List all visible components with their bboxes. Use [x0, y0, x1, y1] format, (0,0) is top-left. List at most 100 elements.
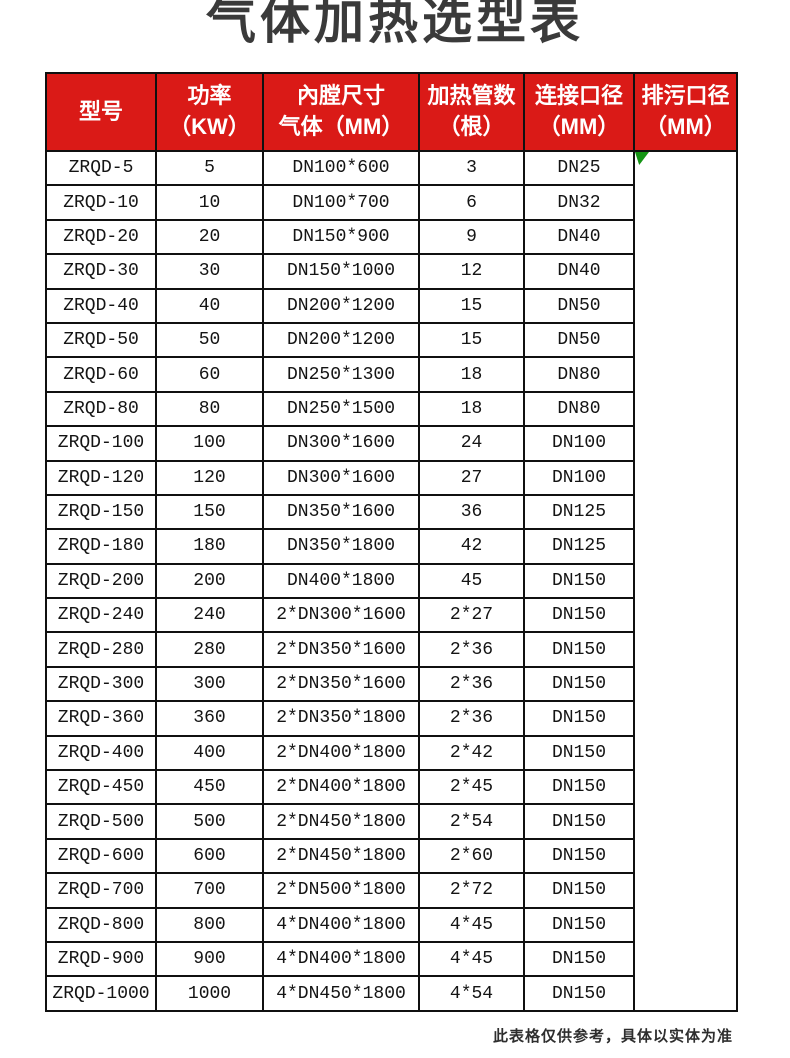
- header-row: 型号 功率 （KW） 內膛尺寸 气体（MM） 加热管数 （根） 连接口径 （MM） 排污口径 （MM…: [45, 72, 738, 152]
- power-cell: 80: [155, 390, 264, 428]
- chamber-cell: DN150*1000: [262, 253, 420, 290]
- header-label-line: （MM）: [538, 114, 620, 139]
- chamber-cell: 2*DN350*1800: [262, 700, 420, 737]
- connection-cell: DN150: [523, 665, 635, 703]
- header-cell-drain: 排污口径 （MM）: [633, 72, 738, 152]
- model-cell: ZRQD-50: [45, 321, 157, 359]
- table-row: ZRQD-700 700 2*DN500*1800 2*72 DN150: [45, 872, 737, 909]
- model-cell: ZRQD-150: [45, 493, 157, 531]
- connection-cell: DN150: [523, 597, 635, 634]
- tubes-cell: 2*60: [418, 837, 525, 875]
- model-cell: ZRQD-1000: [45, 975, 157, 1012]
- connection-cell: DN80: [523, 356, 635, 393]
- power-cell: 450: [155, 769, 264, 806]
- power-cell: 700: [155, 872, 264, 909]
- table-row: ZRQD-300 300 2*DN350*1600 2*36 DN150: [45, 665, 737, 703]
- tubes-cell: 2*42: [418, 734, 525, 772]
- connection-cell: DN150: [523, 872, 635, 909]
- power-cell: 500: [155, 803, 264, 840]
- header-label-line: （MM）: [645, 114, 726, 139]
- connection-cell: DN40: [523, 253, 635, 290]
- model-cell: ZRQD-60: [45, 356, 157, 393]
- model-cell: ZRQD-240: [45, 597, 157, 634]
- connection-cell: DN150: [523, 837, 635, 875]
- model-cell: ZRQD-600: [45, 837, 157, 875]
- connection-cell: DN25: [523, 149, 635, 187]
- table-row: ZRQD-600 600 2*DN450*1800 2*60 DN150: [45, 837, 737, 875]
- table-row: ZRQD-150 150 DN350*1600 36 DN125: [45, 493, 737, 531]
- green-corner-triangle-icon: [636, 152, 649, 165]
- chamber-cell: 2*DN500*1800: [262, 872, 420, 909]
- chamber-cell: 2*DN350*1600: [262, 665, 420, 703]
- model-cell: ZRQD-500: [45, 803, 157, 840]
- tubes-cell: 2*27: [418, 597, 525, 634]
- header-label-line: 功率: [187, 83, 232, 109]
- chamber-cell: 2*DN400*1800: [262, 734, 420, 772]
- tubes-cell: 36: [418, 493, 525, 531]
- tubes-cell: 9: [418, 218, 525, 256]
- tubes-cell: 3: [418, 149, 525, 187]
- chamber-cell: DN400*1800: [262, 562, 420, 600]
- connection-cell: DN150: [523, 975, 635, 1012]
- power-cell: 180: [155, 528, 264, 565]
- connection-cell: DN125: [523, 528, 635, 565]
- tubes-cell: 2*36: [418, 700, 525, 737]
- chamber-cell: 2*DN400*1800: [262, 769, 420, 806]
- power-cell: 300: [155, 665, 264, 703]
- tubes-cell: 2*36: [418, 665, 525, 703]
- connection-cell: DN32: [523, 184, 635, 221]
- connection-cell: DN150: [523, 562, 635, 600]
- power-cell: 60: [155, 356, 264, 393]
- tubes-cell: 2*72: [418, 872, 525, 909]
- chamber-cell: DN250*1500: [262, 390, 420, 428]
- tubes-cell: 45: [418, 562, 525, 600]
- header-cell-model: 型号: [45, 72, 157, 152]
- connection-cell: DN150: [523, 803, 635, 840]
- model-cell: ZRQD-700: [45, 872, 157, 909]
- connection-cell: DN150: [523, 940, 635, 978]
- chamber-cell: DN200*1200: [262, 321, 420, 359]
- tubes-cell: 2*36: [418, 631, 525, 668]
- power-cell: 10: [155, 184, 264, 221]
- header-cell-power: 功率 （KW）: [155, 72, 264, 152]
- gas-heater-selection-table: 型号 功率 （KW） 內膛尺寸 气体（MM） 加热管数 （根） 连接口径 （MM） 排污口径 （MM…: [45, 72, 738, 1012]
- connection-cell: DN150: [523, 631, 635, 668]
- tubes-cell: 18: [418, 356, 525, 393]
- tubes-cell: 4*54: [418, 975, 525, 1012]
- model-cell: ZRQD-5: [45, 149, 157, 187]
- power-cell: 240: [155, 597, 264, 634]
- chamber-cell: DN350*1800: [262, 528, 420, 565]
- table-row: ZRQD-5 5 DN100*600 3 DN25: [45, 149, 738, 1012]
- table-row: ZRQD-1000 1000 4*DN450*1800 4*54 DN150: [45, 975, 737, 1012]
- power-cell: 400: [155, 734, 264, 772]
- table-row: ZRQD-900 900 4*DN400*1800 4*45 DN150: [45, 940, 737, 978]
- connection-cell: DN150: [523, 906, 635, 943]
- power-cell: 40: [155, 287, 264, 324]
- header-label-line: 排污口径: [641, 83, 730, 109]
- tubes-cell: 2*45: [418, 769, 525, 806]
- model-cell: ZRQD-900: [45, 940, 157, 978]
- model-cell: ZRQD-20: [45, 218, 157, 256]
- table-row: ZRQD-450 450 2*DN400*1800 2*45 DN150: [45, 769, 737, 806]
- table-row: ZRQD-60 60 DN250*1300 18 DN80: [45, 356, 737, 393]
- tubes-cell: 15: [418, 321, 525, 359]
- tubes-cell: 42: [418, 528, 525, 565]
- power-cell: 200: [155, 562, 264, 600]
- reference-note: 此表格仅供参考，具体以实体为准: [492, 1028, 733, 1045]
- header-cell-tubes: 加热管数 （根）: [418, 72, 525, 152]
- connection-cell: DN100: [523, 425, 635, 462]
- table-row: ZRQD-20 20 DN150*900 9 DN40: [45, 218, 737, 256]
- power-cell: 120: [155, 459, 264, 496]
- model-cell: ZRQD-280: [45, 631, 157, 668]
- tubes-cell: 6: [418, 184, 525, 221]
- table-row: ZRQD-120 120 DN300*1600 27 DN100: [45, 459, 737, 496]
- model-cell: ZRQD-10: [45, 184, 157, 221]
- tubes-cell: 27: [418, 459, 525, 496]
- table-row: ZRQD-50 50 DN200*1200 15 DN50: [45, 321, 737, 359]
- table-body: ZRQD-5 5 DN100*600 3 DN25 ZRQD-10 10 DN100*700 6…: [45, 149, 738, 1012]
- table-row: ZRQD-80 80 DN250*1500 18 DN80: [45, 390, 737, 428]
- power-cell: 150: [155, 493, 264, 531]
- model-cell: ZRQD-450: [45, 769, 157, 806]
- tubes-cell: 24: [418, 425, 525, 462]
